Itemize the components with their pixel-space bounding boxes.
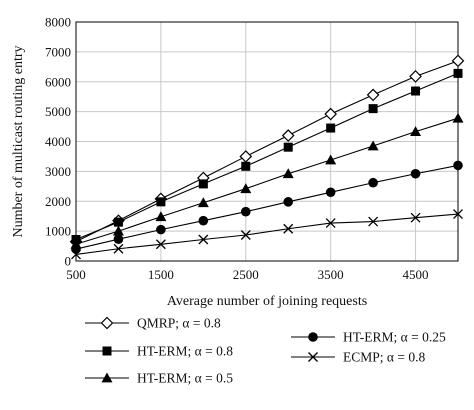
data-point bbox=[113, 217, 123, 227]
data-point bbox=[71, 244, 81, 254]
data-point bbox=[198, 215, 209, 226]
x-tick-label: 2500 bbox=[233, 267, 259, 282]
data-point bbox=[71, 249, 81, 260]
data-point bbox=[282, 168, 294, 179]
series-line bbox=[75, 117, 459, 245]
data-point bbox=[283, 197, 294, 207]
data-point bbox=[368, 177, 378, 188]
data-point bbox=[409, 70, 422, 83]
legend-item: HT-ERM; α = 0.5 bbox=[85, 371, 233, 386]
plot-area bbox=[75, 21, 459, 262]
data-point bbox=[198, 179, 208, 189]
y-tick-label: 0 bbox=[65, 254, 72, 269]
data-point bbox=[366, 88, 380, 102]
data-point bbox=[240, 183, 252, 194]
series-line bbox=[75, 72, 459, 240]
x-axis: 500 1500 2500 3500 4500 bbox=[66, 267, 428, 282]
legend-label: HT-ERM; α = 0.5 bbox=[137, 371, 233, 386]
data-point bbox=[325, 154, 337, 165]
data-point bbox=[368, 216, 379, 227]
x-tick-label: 3500 bbox=[318, 267, 344, 282]
y-tick-label: 6000 bbox=[45, 74, 71, 89]
data-point bbox=[113, 234, 124, 244]
data-point bbox=[241, 161, 251, 171]
data-point bbox=[325, 218, 336, 229]
data-point bbox=[410, 212, 421, 223]
data-point bbox=[410, 168, 421, 179]
x-tick-label: 4500 bbox=[403, 267, 429, 282]
data-point bbox=[281, 129, 295, 142]
series-line bbox=[75, 60, 459, 243]
data-point bbox=[283, 142, 293, 152]
legend-label: QMRP; α = 0.8 bbox=[137, 316, 221, 331]
data-point bbox=[367, 140, 379, 151]
y-axis-title: Number of multicast routing entry bbox=[11, 45, 26, 237]
grid bbox=[75, 21, 458, 262]
data-point bbox=[113, 243, 124, 254]
data-point bbox=[156, 197, 166, 207]
series-3 bbox=[70, 112, 464, 249]
y-tick-label: 1000 bbox=[45, 224, 71, 239]
data-point bbox=[325, 187, 336, 198]
data-point bbox=[198, 234, 209, 245]
series-line bbox=[75, 164, 459, 250]
legend-marker bbox=[308, 352, 318, 362]
data-point bbox=[453, 160, 463, 171]
series-line bbox=[75, 213, 459, 255]
x-tick-label: 500 bbox=[66, 267, 86, 282]
legend-item: QMRP; α = 0.8 bbox=[85, 316, 221, 331]
legend-marker bbox=[308, 332, 318, 342]
legend-marker bbox=[100, 316, 114, 330]
legend-label: HT-ERM; α = 0.25 bbox=[343, 330, 446, 345]
data-point bbox=[239, 150, 253, 163]
data-point bbox=[453, 209, 463, 220]
y-tick-label: 5000 bbox=[45, 104, 71, 119]
data-point bbox=[156, 224, 166, 235]
legend-label: HT-ERM; α = 0.8 bbox=[137, 344, 233, 359]
y-axis: 0 1000 2000 3000 4000 5000 6000 7000 8000 bbox=[45, 15, 71, 269]
data-point bbox=[283, 223, 294, 234]
data-point bbox=[451, 54, 465, 68]
data-point bbox=[324, 107, 338, 121]
data-point bbox=[411, 86, 421, 96]
data-point bbox=[240, 230, 251, 240]
legend: QMRP; α = 0.8 HT-ERM; α = 0.8 HT-ERM; α = … bbox=[85, 316, 446, 386]
y-tick-label: 8000 bbox=[45, 15, 71, 30]
data-point bbox=[453, 68, 463, 78]
data-point bbox=[452, 112, 464, 123]
series-group bbox=[69, 54, 465, 260]
legend-item: HT-ERM; α = 0.25 bbox=[291, 330, 446, 345]
data-point bbox=[368, 104, 378, 114]
data-point bbox=[155, 239, 166, 250]
y-tick-label: 4000 bbox=[45, 134, 71, 149]
data-point bbox=[197, 197, 209, 208]
data-point bbox=[155, 211, 167, 222]
legend-item: ECMP; α = 0.8 bbox=[291, 350, 425, 365]
x-axis-title: Average number of joining requests bbox=[167, 294, 367, 309]
legend-item: HT-ERM; α = 0.8 bbox=[85, 344, 233, 359]
series-5 bbox=[71, 209, 463, 260]
y-tick-label: 2000 bbox=[45, 194, 71, 209]
series-2 bbox=[71, 68, 463, 244]
y-tick-label: 7000 bbox=[45, 44, 71, 59]
y-tick-label: 3000 bbox=[45, 164, 71, 179]
series-4 bbox=[71, 160, 463, 254]
data-point bbox=[240, 206, 251, 217]
data-point bbox=[410, 126, 422, 137]
data-point bbox=[112, 225, 124, 236]
legend-marker bbox=[101, 372, 113, 383]
legend-marker bbox=[102, 346, 112, 356]
legend-label: ECMP; α = 0.8 bbox=[343, 350, 425, 365]
x-tick-label: 1500 bbox=[148, 267, 174, 282]
data-point bbox=[326, 123, 336, 133]
